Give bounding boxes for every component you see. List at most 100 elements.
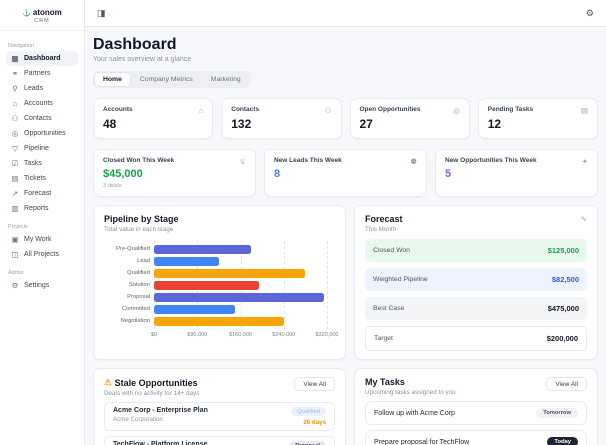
sidebar-toggle-icon[interactable]: ◨ — [97, 7, 106, 18]
stat-label: Contacts — [231, 106, 260, 113]
week-stat-label: Closed Won This Week — [103, 157, 175, 164]
sidebar-item-icon: ◎ — [11, 129, 19, 138]
chart-axis-tick: $240,000 — [272, 332, 296, 338]
sidebar-nav: Navigation ▦ Dashboard ⚭ Partners — [0, 31, 84, 297]
sidebar-item-icon: ▤ — [11, 174, 19, 183]
sidebar-item-icon: ⚙ — [11, 281, 19, 290]
sidebar-item[interactable]: ⚙ Settings — [6, 278, 78, 293]
stat-value: 48 — [103, 117, 117, 131]
tasks-view-all-button[interactable]: View All — [546, 377, 587, 391]
stale-opportunities-panel: ⚠ Stale Opportunities Deals with no acti… — [93, 368, 347, 445]
sidebar-item[interactable]: ▽ Pipeline — [6, 141, 78, 156]
sidebar-item[interactable]: ▥ Reports — [6, 201, 78, 216]
chart-bar-row: Solution — [129, 279, 327, 291]
brand-icon: ⚓ — [22, 9, 31, 17]
tab-bar: Home Company Metrics Marketing — [93, 71, 251, 88]
brand-logo[interactable]: ⚓ atonom CRM — [0, 0, 84, 31]
stage-badge: Qualified — [291, 407, 327, 416]
sidebar-item[interactable]: ☑ Tasks — [6, 156, 78, 171]
stat-icon: ▤ — [580, 106, 588, 115]
chart-category-label: Proposal — [127, 294, 150, 300]
week-stat-card: New Leads This Week 8 ⚉ — [264, 149, 427, 197]
sidebar-item-icon: ▽ — [12, 144, 18, 153]
sidebar-item-label: Tasks — [24, 160, 42, 167]
stat-icon: ⌂ — [198, 106, 204, 115]
pipeline-chart-axis: $0 $80,000 $160,000 $240,000 $320,000 — [151, 332, 339, 341]
sidebar-item[interactable]: ⚲ Leads — [6, 81, 78, 96]
stale-opportunity-item[interactable]: Acme Corp - Enterprise Plan Acme Corpora… — [104, 402, 336, 431]
opportunity-company: Acme Corporation — [113, 416, 163, 423]
stat-label: Accounts — [103, 106, 133, 113]
week-stat-value: 8 — [274, 168, 281, 180]
my-tasks-panel: My Tasks Upcoming tasks assigned to you … — [354, 368, 598, 445]
charts-row: Pipeline by Stage Total value in each st… — [93, 205, 598, 360]
stage-badge: Proposal — [289, 441, 327, 445]
chart-category-label: Negotiation — [120, 318, 150, 324]
tab[interactable]: Home — [95, 73, 130, 86]
stat-value: 12 — [487, 117, 502, 131]
week-stat-icon: ⚉ — [410, 157, 417, 166]
sidebar-item[interactable]: ◫ All Projects — [6, 247, 78, 262]
task-item[interactable]: Prepare proposal for TechFlow Today — [365, 430, 587, 445]
chart-axis-tick: $80,000 — [187, 332, 208, 338]
sidebar-item[interactable]: ▦ Dashboard — [6, 51, 78, 66]
stale-opportunity-item[interactable]: TechFlow - Platform License TechFlow Sol… — [104, 436, 336, 445]
brand-name: atonom — [32, 8, 62, 17]
chart-bar — [154, 268, 306, 278]
chart-category-label: Qualified — [127, 270, 150, 276]
chart-category-label: Lead — [137, 258, 150, 264]
gear-icon[interactable]: ⚙ — [585, 7, 594, 18]
stat-label: Open Opportunities — [359, 106, 421, 113]
sidebar-item[interactable]: ▤ Tickets — [6, 171, 78, 186]
stat-value: 27 — [359, 117, 373, 131]
sidebar-item-icon: ▣ — [11, 235, 19, 244]
sidebar-item-label: My Work — [24, 236, 52, 243]
sidebar-item[interactable]: ⌂ Accounts — [6, 96, 78, 111]
forecast-subtitle: This Month — [365, 226, 397, 233]
forecast-panel: Forecast This Month ∿ Closed Won $125,00… — [354, 205, 598, 360]
forecast-row-value: $125,000 — [547, 246, 579, 255]
due-badge: Today — [547, 437, 578, 445]
sidebar-item-icon: ⚭ — [11, 69, 19, 78]
stat-card: Open Opportunities 27 ◎ — [349, 98, 470, 139]
forecast-row-value: $200,000 — [546, 334, 578, 343]
topbar: ◨ ⚙ — [85, 0, 606, 27]
lists-row: ⚠ Stale Opportunities Deals with no acti… — [93, 368, 598, 445]
week-stat-icon: ✦ — [581, 157, 588, 166]
trend-icon: ∿ — [580, 214, 587, 223]
sidebar-item[interactable]: ▣ My Work — [6, 232, 78, 247]
forecast-row-label: Target — [374, 335, 393, 342]
task-item[interactable]: Follow up with Acme Corp Tomorrow — [365, 401, 587, 425]
page-title: Dashboard — [93, 36, 177, 53]
chart-bar-row: Lead — [137, 255, 327, 267]
tasks-subtitle: Upcoming tasks assigned to you — [365, 389, 456, 396]
chart-axis-tick: $320,000 — [315, 332, 339, 338]
sidebar-item[interactable]: ↗ Forecast — [6, 186, 78, 201]
pipeline-panel: Pipeline by Stage Total value in each st… — [93, 205, 347, 360]
sidebar-item[interactable]: ⚭ Partners — [6, 66, 78, 81]
chart-category-label: Solution — [129, 282, 150, 288]
sidebar-item-label: Dashboard — [24, 55, 61, 62]
sidebar-item-label: All Projects — [24, 251, 60, 258]
forecast-row-value: $82,500 — [551, 275, 579, 284]
stale-view-all-button[interactable]: View All — [294, 377, 336, 391]
tab[interactable]: Company Metrics — [139, 76, 193, 83]
forecast-title: Forecast — [365, 214, 403, 224]
sidebar-item-icon: ▦ — [11, 54, 19, 63]
sidebar-item-label: Tickets — [24, 175, 46, 182]
week-stat-value: 5 — [445, 168, 452, 180]
sidebar-section-label: Projects — [8, 224, 28, 230]
chart-bar — [154, 256, 219, 266]
sidebar-item[interactable]: ⚇ Contacts — [6, 111, 78, 126]
stat-card: Accounts 48 ⌂ — [93, 98, 214, 139]
forecast-row: Weighted Pipeline $82,500 — [365, 268, 587, 291]
sidebar-item[interactable]: ◎ Opportunities — [6, 126, 78, 141]
sidebar: ⚓ atonom CRM Navigation ▦ Dashboard ⚭ — [0, 0, 85, 445]
week-stat-sub: 3 deals — [103, 183, 122, 189]
main-area: ◨ ⚙ Dashboard Your sales overview at a g… — [85, 0, 606, 445]
stale-title: Stale Opportunities — [114, 377, 198, 388]
chart-bar — [154, 316, 284, 326]
pipeline-chart: Pre-Qualified Lead Qualified Solution Propos… — [104, 241, 339, 341]
tab[interactable]: Marketing — [210, 76, 241, 83]
